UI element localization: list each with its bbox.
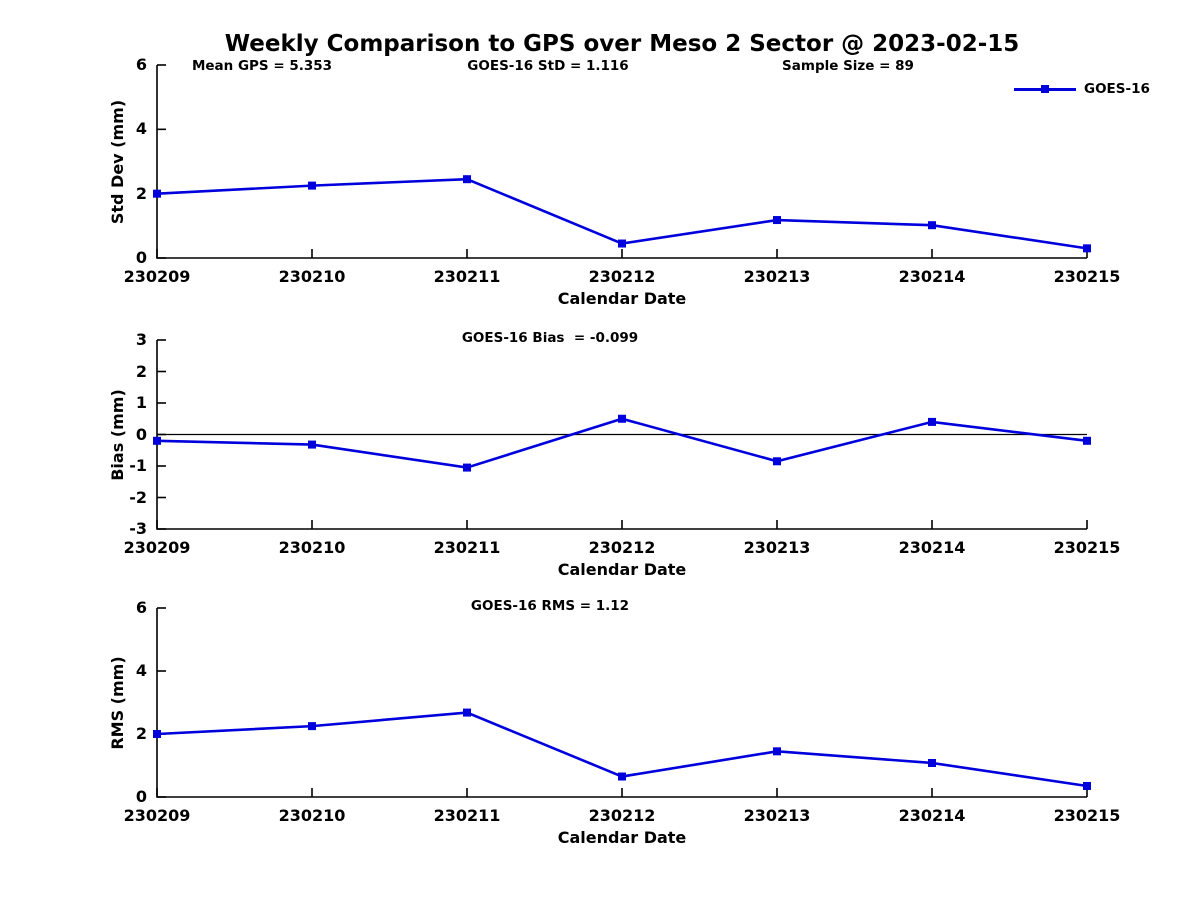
series-marker [463,463,471,472]
series-marker [1083,436,1091,445]
x-tick-label: 230214 [898,806,966,825]
annotation-sample-size: Sample Size = 89 [782,58,914,74]
series-line [156,417,1088,469]
y-tick-label: 0 [135,424,147,444]
y-tick-label: 2 [135,724,147,743]
series-marker [773,747,781,756]
x-tick-label: 230211 [433,267,501,286]
legend-line-sample [1014,85,1076,93]
series-marker [928,758,936,767]
series-marker [928,221,936,230]
series-marker [463,175,471,184]
x-tick-label: 230213 [743,806,811,825]
x-tick-label: 230213 [743,267,811,286]
x-tick-label: 230209 [123,806,191,825]
y-tick-label: 4 [135,661,147,680]
series-marker [308,181,316,190]
series-marker [773,457,781,466]
x-tick-label: 230215 [1053,538,1121,557]
y-axis-title: RMS (mm) [108,655,127,750]
series-marker [153,436,161,445]
x-axis-title: Calendar Date [557,289,687,308]
figure-title: Weekly Comparison to GPS over Meso 2 Sec… [224,31,1020,57]
y-tick-label: -2 [129,487,147,507]
y-tick-label: 2 [135,361,147,381]
x-tick-label: 230212 [588,267,656,286]
x-tick-label: 230211 [433,538,501,557]
series-marker [308,440,316,449]
y-tick-label: 6 [135,598,147,617]
y-tick-label: 6 [135,55,147,74]
series-marker [153,730,161,738]
series-marker [618,772,626,781]
annotation-goes16-std: GOES-16 StD = 1.116 [467,58,629,74]
axis-spine [156,65,1087,259]
series-marker [928,417,936,426]
series-marker [153,189,161,198]
x-tick-label: 230210 [278,538,346,557]
x-tick-label: 230209 [123,267,191,286]
x-tick-label: 230214 [898,538,966,557]
x-tick-label: 230215 [1053,806,1121,825]
series-line [156,177,1088,250]
x-tick-label: 230211 [433,806,501,825]
series-marker [773,216,781,225]
series-marker [463,708,471,717]
y-tick-label: 3 [135,330,147,349]
x-tick-label: 230213 [743,538,811,557]
x-tick-label: 230212 [588,806,656,825]
series-marker [618,239,626,248]
legend: GOES-16 [1014,81,1150,97]
x-tick-label: 230210 [278,267,346,286]
y-tick-label: -3 [129,519,147,538]
y-tick-label: 4 [135,119,147,139]
annotation-mean-gps: Mean GPS = 5.353 [191,58,333,74]
series-marker [308,722,316,731]
legend-label: GOES-16 [1084,81,1150,97]
x-tick-label: 230215 [1053,267,1121,286]
x-tick-label: 230212 [588,538,656,557]
x-axis-title: Calendar Date [557,828,687,847]
series-marker [618,414,626,423]
y-tick-label: 2 [135,183,147,203]
x-tick-label: 230214 [898,267,966,286]
y-axis-title: Std Dev (mm) [108,99,127,224]
series-marker [1083,781,1091,790]
x-tick-label: 230209 [123,538,191,557]
y-tick-label: 0 [135,787,147,806]
series-marker [1083,244,1091,253]
chart-annotation: GOES-16 Bias = -0.099 [461,330,639,346]
y-tick-label: 1 [135,393,147,412]
axis-spine [156,608,1087,798]
x-axis-title: Calendar Date [557,560,687,579]
chart-annotation: GOES-16 RMS = 1.12 [470,598,630,614]
legend-square-marker-icon [1041,85,1049,93]
x-tick-label: 230210 [278,806,346,825]
y-axis-title: Bias (mm) [108,388,127,481]
y-tick-label: 0 [135,248,147,267]
y-tick-label: -1 [129,456,147,475]
